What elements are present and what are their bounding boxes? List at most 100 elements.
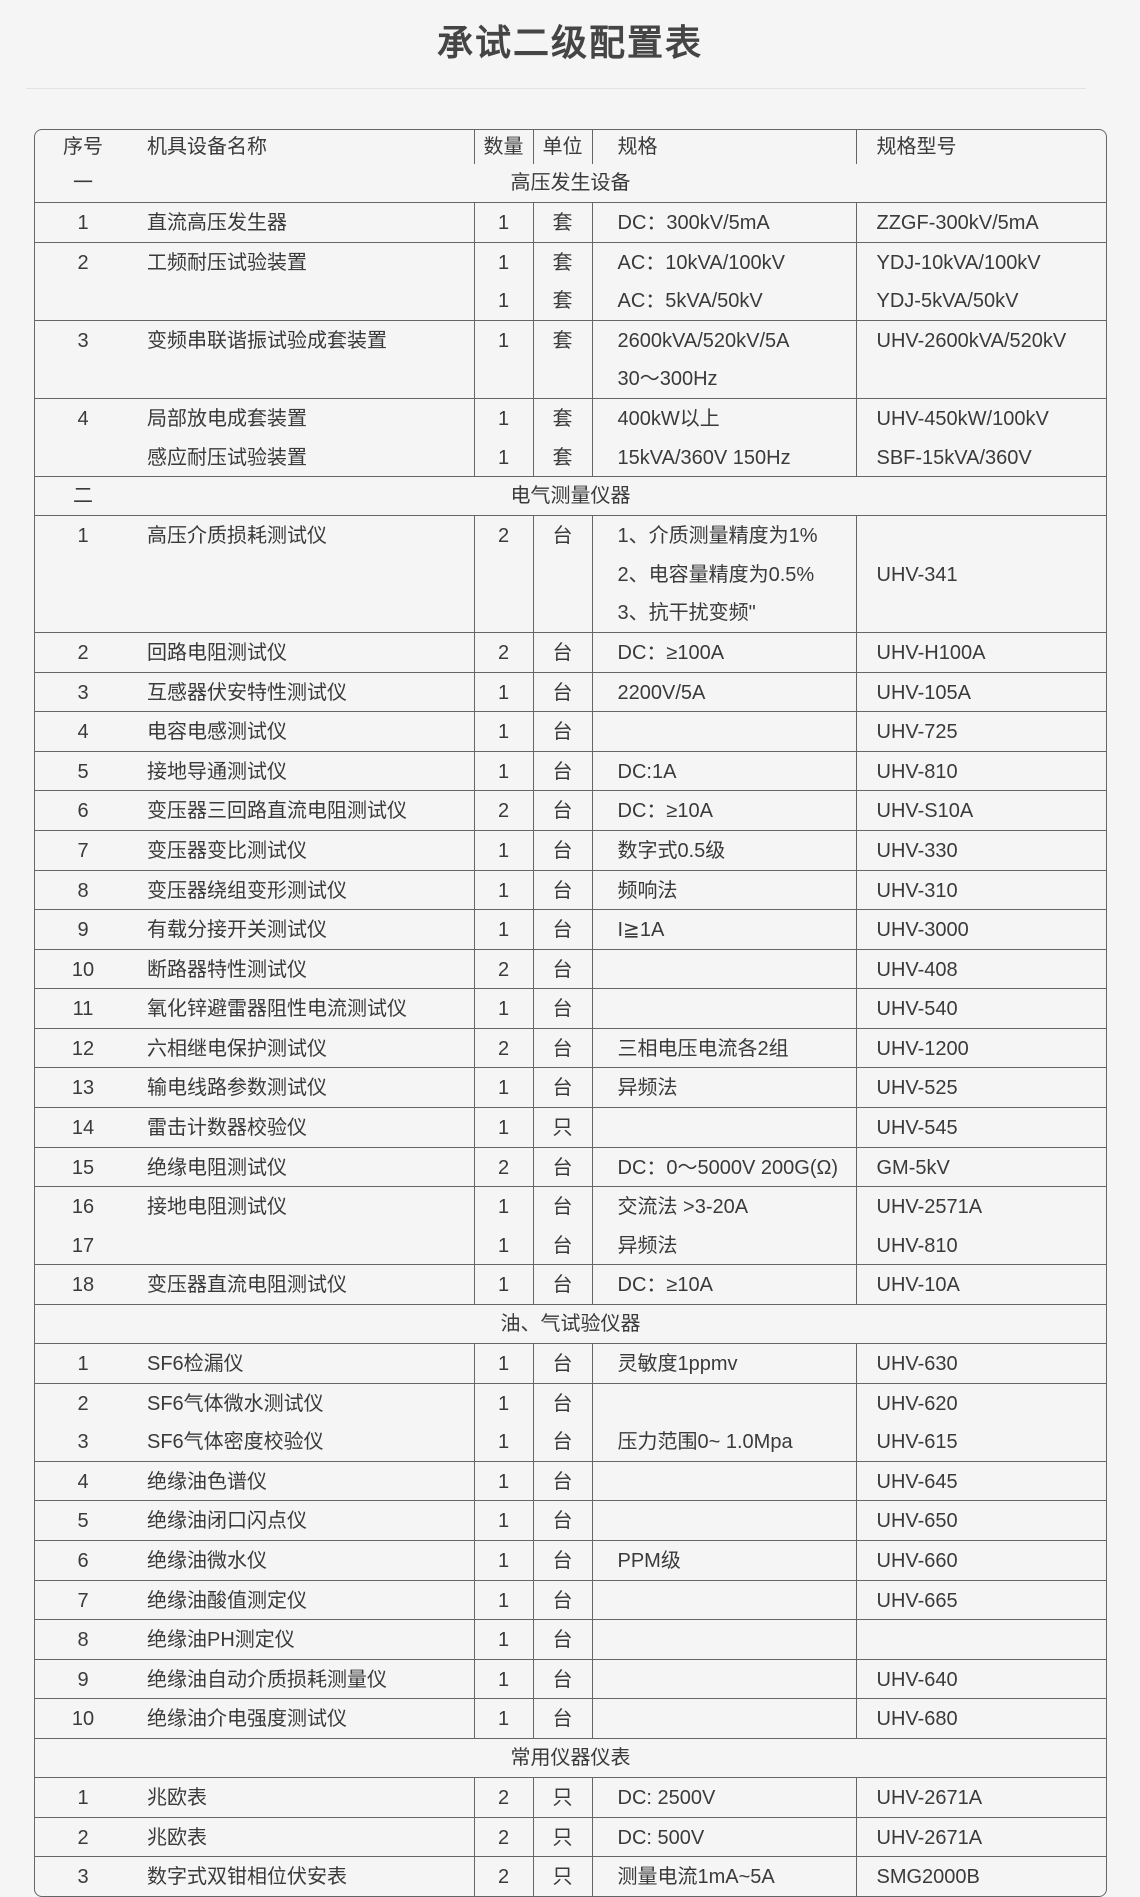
table-row: 10 断路器特性测试仪 2 台 UHV-408 — [35, 949, 1106, 990]
spec-text — [618, 712, 856, 751]
name-text: 绝缘油介电强度测试仪 — [147, 1708, 347, 1731]
cell-unit: 只 — [533, 1777, 593, 1818]
model-text: UHV-2671A — [876, 1826, 983, 1849]
cell-unit: 台 — [533, 1698, 593, 1739]
cell-unit: 台 — [533, 1343, 593, 1384]
name-text: 兆欧表 — [147, 1786, 207, 1809]
qty-text: 1 — [497, 1077, 510, 1100]
spec-text: 灵敏度1ppmv — [617, 1353, 738, 1376]
table-row: 9 有载分接开关测试仪 1 台 I≧1A UHV-3000 — [35, 909, 1106, 950]
qty-text: 1 — [497, 1234, 510, 1257]
cell-unit: 台 — [533, 751, 593, 792]
name-text: 变压器变比测试仪 — [147, 839, 307, 862]
unit-text: 台 — [552, 1234, 573, 1257]
cell-no: 4 — [35, 711, 131, 752]
name-text: 绝缘油闭口闪点仪 — [147, 1510, 307, 1533]
unit-text: 台 — [552, 1668, 573, 1691]
cell-model: UHV-680 — [856, 1698, 1106, 1739]
name-text: 接地导通测试仪 — [147, 760, 287, 783]
cell-name: 变压器直流电阻测试仪 — [131, 1264, 475, 1306]
table-row: 1 SF6检漏仪 1 台 灵敏度1ppmv UHV-630 — [35, 1343, 1106, 1384]
table-row: 14 雷击计数器校验仪 1 只 UHV-545 — [35, 1107, 1106, 1148]
spec-text: DC：≥10A — [617, 800, 713, 823]
spec-text: DC: 500V — [617, 1826, 705, 1849]
spec-text — [618, 1699, 856, 1738]
unit-text: 套 — [552, 329, 573, 352]
name-text: 高压介质损耗测试仪 — [147, 525, 327, 548]
no-text: 3 — [77, 681, 89, 704]
cell-model: UHV-310 — [856, 870, 1106, 911]
cell-qty: 1 — [474, 320, 534, 399]
section-title: 油、气试验仪器 — [131, 1304, 1106, 1345]
cell-model: UHV-545 — [856, 1107, 1106, 1148]
no-text: 5 — [77, 760, 89, 783]
spec-text: PPM级 — [617, 1550, 681, 1572]
qty-text: 1 — [497, 1470, 510, 1493]
cell-no: 6 — [35, 790, 131, 831]
cell-unit: 只 — [533, 1856, 593, 1896]
unit-text: 台 — [552, 760, 573, 783]
spec-text — [618, 989, 856, 1028]
spec-text — [618, 1660, 856, 1699]
unit-text: 台 — [552, 1550, 573, 1572]
cell-spec: 1、介质测量精度为1% 2、电容量精度为0.5% 3、抗干扰变频" — [592, 515, 857, 633]
cell-name: 断路器特性测试仪 — [131, 949, 475, 990]
cell-name: 直流高压发生器 — [131, 202, 475, 243]
spec-text: 30～300Hz — [617, 368, 718, 391]
cell-model: UHV-2671A — [856, 1777, 1106, 1818]
cell-name: 变压器绕组变形测试仪 — [131, 870, 475, 911]
cell-qty: 2 — [474, 1817, 534, 1858]
cell-name: 接地电阻测试仪 — [131, 1186, 475, 1266]
model-text: UHV-10A — [876, 1274, 960, 1297]
spec-text — [618, 1581, 856, 1620]
cell-model — [856, 1619, 1106, 1660]
no-text: 17 — [71, 1234, 95, 1257]
table-row: 7 绝缘油酸值测定仪 1 台 UHV-665 — [35, 1580, 1106, 1621]
unit-text: 套 — [552, 251, 573, 274]
name-text: SF6气体微水测试仪 — [147, 1392, 324, 1415]
cell-spec — [592, 1698, 857, 1739]
section-row: 常用仪器仪表 — [35, 1738, 1106, 1778]
no-text: 10 — [71, 1708, 95, 1731]
name-text — [147, 281, 474, 320]
cell-model: UHV-3000 — [856, 909, 1106, 950]
cell-name: 变压器三回路直流电阻测试仪 — [131, 790, 475, 831]
table-row: 2 3 SF6气体微水测试仪 SF6气体密度校验仪 1 1 台台压力范围0~ 1.0Mpa U… — [35, 1383, 1106, 1462]
section-row: 二电气测量仪器 — [35, 476, 1106, 517]
name-text: 局部放电成套装置 — [147, 407, 307, 430]
qty-text: 1 — [497, 1392, 510, 1415]
cell-model: UHV-660 — [856, 1540, 1106, 1581]
unit-text: 套 — [552, 212, 573, 234]
cell-qty: 1 — [474, 1264, 534, 1306]
no-text: 13 — [71, 1077, 95, 1100]
cell-unit: 台 — [533, 711, 593, 752]
cell-unit: 台 — [533, 909, 593, 950]
cell-qty: 2 — [474, 1777, 534, 1818]
table-row: 15 绝缘电阻测试仪 2 台 DC：0～5000V 200G(Ω) GM-5kV — [35, 1147, 1106, 1188]
cell-no: 8 — [35, 870, 131, 911]
cell-unit: 台 — [533, 515, 593, 633]
cell-qty: 1 — [474, 1107, 534, 1148]
header-spec: 规格 — [592, 130, 857, 164]
qty-text: 2 — [497, 1826, 510, 1849]
cell-name: 氧化锌避雷器阻性电流测试仪 — [131, 988, 475, 1029]
name-text: 六相继电保护测试仪 — [147, 1037, 327, 1060]
name-text: 有载分接开关测试仪 — [147, 919, 327, 942]
cell-unit: 台 — [533, 632, 593, 673]
name-text: 感应耐压试验装置 — [147, 446, 307, 469]
cell-name: 兆欧表 — [131, 1817, 475, 1858]
table-row: 1 高压介质损耗测试仪 2 台 1、介质测量精度为1% 2、电容量精度为0.5% 3、抗干扰… — [35, 515, 1106, 633]
unit-text: 台 — [552, 681, 573, 704]
cell-unit: 台 — [533, 1619, 593, 1660]
spec-text: 三相电压电流各2组 — [617, 1037, 789, 1060]
qty-text: 2 — [497, 1866, 510, 1889]
unit-text: 台 — [552, 879, 573, 902]
no-text — [35, 438, 131, 477]
no-text: 15 — [71, 1156, 95, 1179]
cell-spec: 数字式0.5级 — [592, 830, 857, 871]
cell-no: 3 — [35, 672, 131, 713]
qty-text: 1 — [497, 1668, 510, 1691]
model-text: UHV-660 — [876, 1550, 958, 1572]
model-text: UHV-540 — [876, 998, 958, 1021]
unit-text: 台 — [552, 1353, 573, 1376]
